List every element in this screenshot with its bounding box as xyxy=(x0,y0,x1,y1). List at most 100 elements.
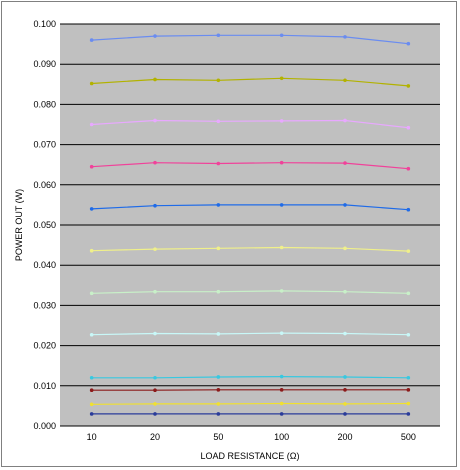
y-tick-label: 0.060 xyxy=(33,180,56,190)
data-point xyxy=(89,388,94,393)
data-point xyxy=(279,401,284,406)
data-point xyxy=(216,33,221,38)
data-point xyxy=(216,402,221,406)
data-point xyxy=(89,38,94,42)
data-point xyxy=(343,78,347,83)
y-axis-title: POWER OUT (W) xyxy=(14,189,24,261)
data-point xyxy=(153,331,157,336)
data-point xyxy=(216,388,221,392)
data-point xyxy=(343,388,347,392)
x-tick-labels: 10 20 50 100 200 500 xyxy=(87,432,416,442)
data-point xyxy=(343,412,347,416)
series-line xyxy=(91,290,409,294)
data-point xyxy=(279,388,284,392)
y-tick-label: 0.000 xyxy=(33,421,56,431)
data-point xyxy=(89,332,94,337)
data-point xyxy=(406,84,411,88)
data-point xyxy=(406,401,411,406)
data-point xyxy=(406,332,411,337)
series-line xyxy=(91,402,409,405)
x-tick-label: 500 xyxy=(401,432,416,442)
series-4 xyxy=(89,160,411,171)
y-tick-label: 0.030 xyxy=(33,300,56,310)
data-point xyxy=(406,207,411,212)
gridlines xyxy=(60,23,440,427)
data-point xyxy=(343,331,347,336)
data-point xyxy=(406,125,411,130)
data-point xyxy=(343,289,347,294)
data-point xyxy=(89,402,94,407)
series-line xyxy=(91,77,409,87)
series-line xyxy=(91,332,409,336)
data-point xyxy=(153,388,157,393)
y-tick-label: 0.010 xyxy=(33,381,56,391)
y-tick-label: 0.070 xyxy=(33,140,56,150)
data-point xyxy=(153,402,157,406)
series-7 xyxy=(89,289,411,296)
data-point xyxy=(406,412,411,416)
data-point xyxy=(153,412,157,416)
data-point xyxy=(216,161,221,166)
series-line xyxy=(91,34,409,45)
data-point xyxy=(279,76,284,81)
series-3 xyxy=(89,118,411,130)
series-11 xyxy=(89,401,411,407)
series-line xyxy=(91,162,409,170)
x-axis-title: LOAD RESISTANCE (Ω) xyxy=(200,451,299,461)
data-point xyxy=(406,166,411,171)
data-point xyxy=(153,247,157,251)
data-point xyxy=(343,118,347,123)
data-point xyxy=(216,332,221,336)
y-tick-label: 0.090 xyxy=(33,59,56,69)
data-point xyxy=(89,291,94,296)
data-point xyxy=(279,203,284,207)
data-point xyxy=(216,289,221,294)
data-point xyxy=(153,77,157,82)
series-5 xyxy=(89,203,411,212)
data-point xyxy=(216,203,221,207)
data-point xyxy=(89,375,94,380)
series-8 xyxy=(89,331,411,337)
data-point xyxy=(279,331,284,335)
data-point xyxy=(343,35,347,39)
x-tick-label: 50 xyxy=(213,432,223,442)
y-tick-label: 0.040 xyxy=(33,260,56,270)
x-tick-label: 200 xyxy=(337,432,352,442)
series-9 xyxy=(89,374,411,380)
data-point xyxy=(406,41,411,46)
data-point xyxy=(153,375,157,380)
y-tick-labels: 0.000 0.010 0.020 0.030 0.040 0.050 0.060 0.070… xyxy=(33,19,56,431)
data-point xyxy=(153,289,157,294)
data-point xyxy=(216,119,221,124)
data-point xyxy=(343,203,347,207)
x-tick-label: 20 xyxy=(150,432,160,442)
series-line xyxy=(91,204,409,211)
y-tick-label: 0.020 xyxy=(33,341,56,351)
x-tick-label: 10 xyxy=(87,432,97,442)
data-point xyxy=(279,412,284,416)
data-point xyxy=(343,375,347,379)
data-point xyxy=(153,160,157,165)
data-point xyxy=(343,246,347,251)
data-point xyxy=(406,291,411,296)
series-2 xyxy=(89,76,411,88)
data-point xyxy=(153,118,157,123)
data-point xyxy=(279,160,284,165)
data-point xyxy=(279,119,284,123)
data-point xyxy=(343,402,347,406)
series-line xyxy=(91,119,409,129)
data-point xyxy=(216,246,221,251)
series-10 xyxy=(89,388,411,393)
data-point xyxy=(153,34,157,38)
data-point xyxy=(279,33,284,38)
y-tick-label: 0.100 xyxy=(33,19,56,29)
data-point xyxy=(343,161,347,165)
data-point xyxy=(279,374,284,379)
data-point xyxy=(89,164,94,169)
series-lines xyxy=(89,33,411,416)
data-point xyxy=(89,122,94,127)
y-tick-label: 0.080 xyxy=(33,99,56,109)
series-6 xyxy=(89,245,411,253)
x-tick-label: 100 xyxy=(274,432,289,442)
